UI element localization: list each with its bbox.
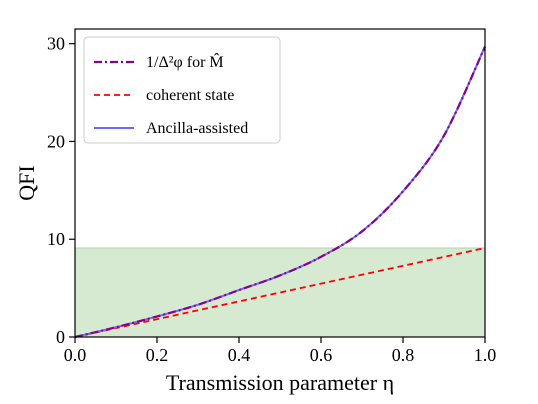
shaded-region-layer xyxy=(75,247,485,337)
x-tick-label: 0.8 xyxy=(392,345,415,365)
x-tick-label: 0.0 xyxy=(64,345,87,365)
series-layer xyxy=(74,46,486,339)
y-tick-label: 30 xyxy=(47,34,65,54)
y-axis-label: QFI xyxy=(14,165,39,200)
legend-box xyxy=(83,36,281,144)
legend-label-ancilla: Ancilla-assisted xyxy=(146,120,248,137)
shaded-region xyxy=(75,248,485,337)
ticks-layer: 0.0 0.2 0.4 0.6 0.8 1.0 0 10 20 30 xyxy=(47,34,496,365)
x-tick-label: 0.6 xyxy=(310,345,333,365)
series-line-ancilla xyxy=(74,46,486,338)
y-tick-label: 20 xyxy=(47,131,65,151)
x-axis-label: Transmission parameter η xyxy=(166,370,394,395)
y-tick-label: 0 xyxy=(56,327,65,347)
plot-frame xyxy=(74,28,486,338)
y-tick-label: 10 xyxy=(47,229,65,249)
legend: 1/Δ²φ for M̂ coherent state Ancilla-assi… xyxy=(83,36,281,144)
x-tick-label: 0.4 xyxy=(228,345,251,365)
x-tick-label: 0.2 xyxy=(146,345,169,365)
legend-label-coherent: coherent state xyxy=(146,87,234,104)
legend-label-ratio: 1/Δ²φ for M̂ xyxy=(146,52,224,71)
x-tick-label: 1.0 xyxy=(474,345,497,365)
